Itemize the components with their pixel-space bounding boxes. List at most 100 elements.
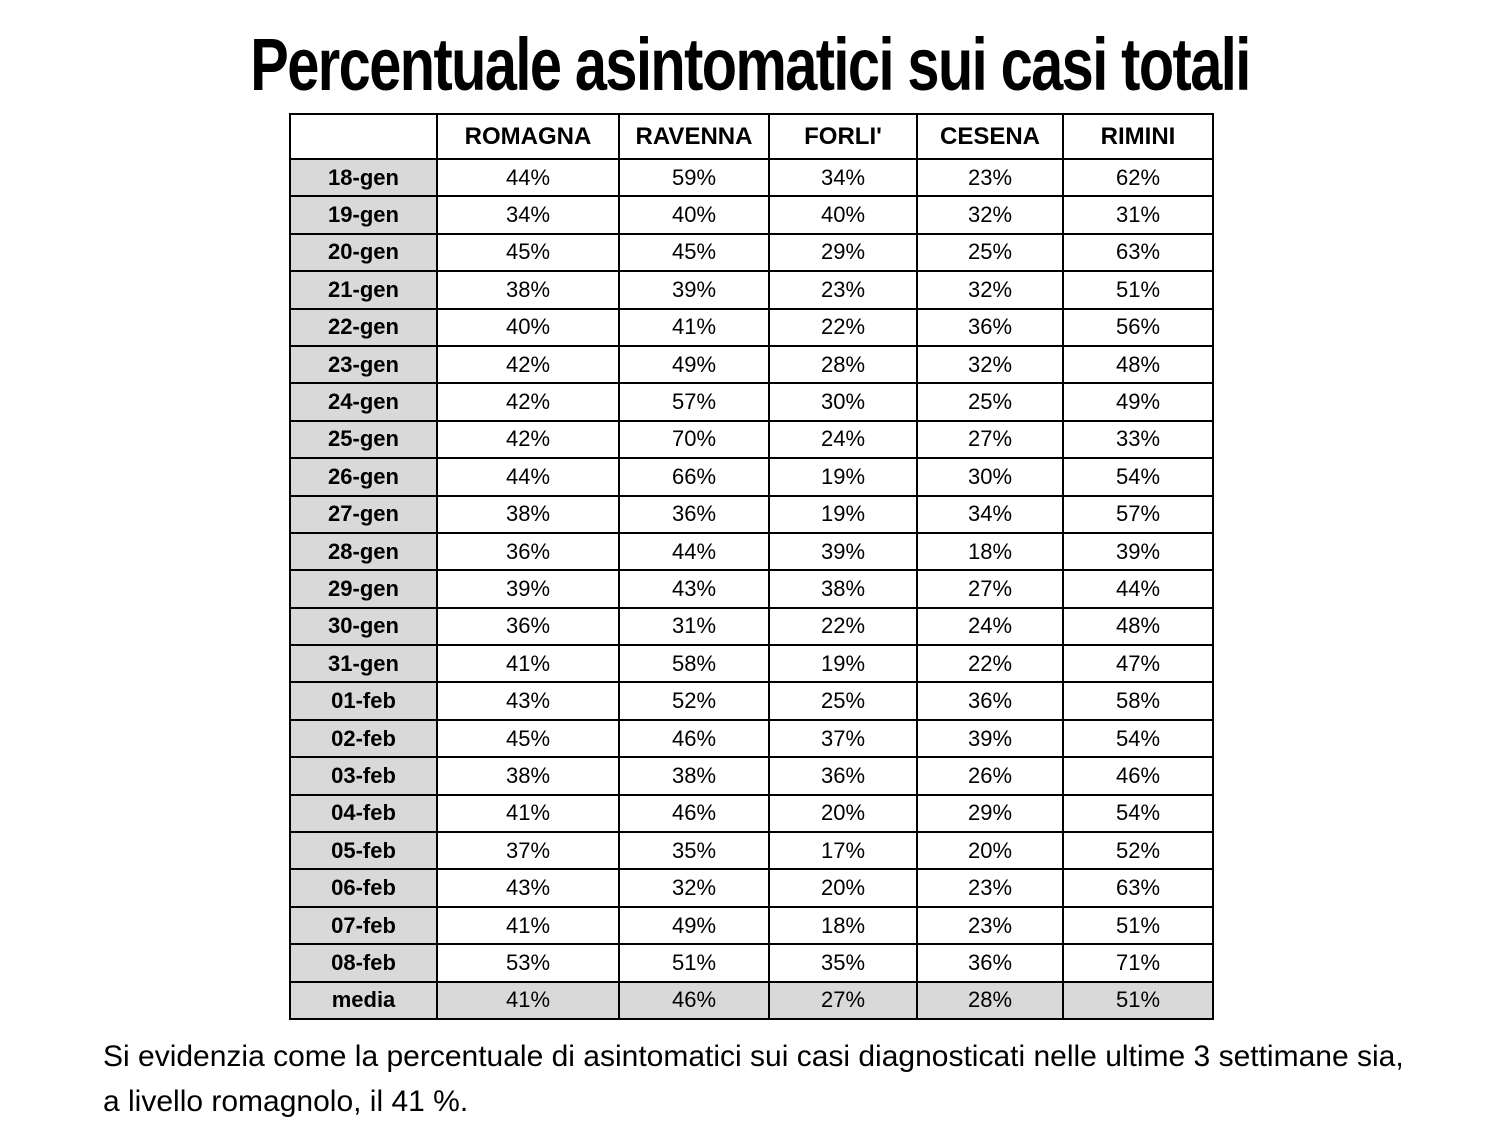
- table-cell: 42%: [436, 382, 620, 422]
- table-cell: 31%: [618, 606, 770, 647]
- column-header: FORLI': [768, 113, 918, 160]
- table-cell: 42%: [436, 344, 620, 385]
- table-cell: 57%: [618, 382, 770, 422]
- table-cell: 38%: [436, 494, 620, 534]
- row-label: 27-gen: [289, 494, 438, 534]
- table-cell: 36%: [436, 531, 620, 572]
- row-label: 02-feb: [289, 718, 438, 759]
- row-label: 07-feb: [289, 905, 438, 946]
- table-cell: 34%: [436, 195, 620, 235]
- row-label: 25-gen: [289, 419, 438, 460]
- table-cell: 40%: [768, 195, 918, 235]
- table-cell: 43%: [436, 868, 620, 908]
- table-cell: 17%: [768, 831, 918, 871]
- table-cell: 49%: [1062, 382, 1214, 422]
- table-cell: 44%: [618, 531, 770, 572]
- table-cell: 23%: [768, 270, 918, 310]
- table-cell: 29%: [768, 232, 918, 273]
- table-row: 27-gen 38% 36% 19% 34% 57%: [289, 494, 1214, 534]
- table-cell: 22%: [916, 644, 1064, 684]
- row-label: 01-feb: [289, 681, 438, 721]
- table-row: 25-gen 42% 70% 24% 27% 33%: [289, 419, 1214, 460]
- table-cell: 46%: [1062, 756, 1214, 796]
- table-cell: 52%: [618, 681, 770, 721]
- table-cell: 28%: [916, 980, 1064, 1020]
- table-cell: 41%: [436, 644, 620, 684]
- table-cell: 24%: [916, 606, 1064, 647]
- table-row: 28-gen 36% 44% 39% 18% 39%: [289, 531, 1214, 572]
- table-cell: 32%: [916, 195, 1064, 235]
- table-cell: 23%: [916, 868, 1064, 908]
- table-cell: 22%: [768, 606, 918, 647]
- table-row: 07-feb 41% 49% 18% 23% 51%: [289, 905, 1214, 946]
- column-header: CESENA: [916, 113, 1064, 160]
- table-cell: 30%: [768, 382, 918, 422]
- table-row: 21-gen 38% 39% 23% 32% 51%: [289, 270, 1214, 310]
- row-label: 26-gen: [289, 457, 438, 497]
- table-cell: 41%: [618, 307, 770, 347]
- table-cell: 20%: [916, 831, 1064, 871]
- row-label: 24-gen: [289, 382, 438, 422]
- row-label: 29-gen: [289, 569, 438, 609]
- table-cell: 48%: [1062, 344, 1214, 385]
- table-row: 18-gen 44% 59% 34% 23% 62%: [289, 157, 1214, 198]
- row-label: 08-feb: [289, 943, 438, 983]
- row-label: 03-feb: [289, 756, 438, 796]
- row-label: 30-gen: [289, 606, 438, 647]
- table-cell: 36%: [768, 756, 918, 796]
- table-row: 30-gen 36% 31% 22% 24% 48%: [289, 606, 1214, 647]
- table-cell: 54%: [1062, 793, 1214, 834]
- table-cell: 54%: [1062, 718, 1214, 759]
- table-cell: 62%: [1062, 157, 1214, 198]
- table-cell: 46%: [618, 793, 770, 834]
- table-cell: 39%: [768, 531, 918, 572]
- row-label: 18-gen: [289, 157, 438, 198]
- row-label: 31-gen: [289, 644, 438, 684]
- table-cell: 23%: [916, 157, 1064, 198]
- table-cell: 35%: [618, 831, 770, 871]
- table-cell: 37%: [436, 831, 620, 871]
- table-row: 03-feb 38% 38% 36% 26% 46%: [289, 756, 1214, 796]
- table-cell: 63%: [1062, 232, 1214, 273]
- table-cell: 39%: [1062, 531, 1214, 572]
- table-cell: 32%: [618, 868, 770, 908]
- table-cell: 28%: [768, 344, 918, 385]
- table-row: 20-gen 45% 45% 29% 25% 63%: [289, 232, 1214, 273]
- table-cell: 38%: [768, 569, 918, 609]
- column-header: ROMAGNA: [436, 113, 620, 160]
- table-row: 04-feb 41% 46% 20% 29% 54%: [289, 793, 1214, 834]
- table-cell: 25%: [916, 382, 1064, 422]
- asymptomatic-percentage-table: ROMAGNA RAVENNA FORLI' CESENA RIMINI 18-gen 4…: [289, 113, 1214, 1020]
- row-label: 23-gen: [289, 344, 438, 385]
- table-cell: 41%: [436, 905, 620, 946]
- table-cell: 39%: [618, 270, 770, 310]
- row-label: 06-feb: [289, 868, 438, 908]
- table-cell: 44%: [436, 157, 620, 198]
- table-cell: 34%: [768, 157, 918, 198]
- table-cell: 40%: [436, 307, 620, 347]
- table-cell: 40%: [618, 195, 770, 235]
- table-cell: 29%: [916, 793, 1064, 834]
- table-cell: 47%: [1062, 644, 1214, 684]
- table-cell: 19%: [768, 644, 918, 684]
- table-cell: 23%: [916, 905, 1064, 946]
- column-header: RAVENNA: [618, 113, 770, 160]
- table-cell: 54%: [1062, 457, 1214, 497]
- table-cell: 39%: [916, 718, 1064, 759]
- table-cell: 43%: [436, 681, 620, 721]
- table-body: 18-gen 44% 59% 34% 23% 62% 19-gen 34% 40% 40% 32% 3…: [289, 157, 1214, 1020]
- table-cell: 51%: [1062, 980, 1214, 1020]
- table-cell: 36%: [916, 681, 1064, 721]
- table-cell: 44%: [1062, 569, 1214, 609]
- table-cell: 36%: [916, 943, 1064, 983]
- table-cell: 20%: [768, 793, 918, 834]
- table-cell: 33%: [1062, 419, 1214, 460]
- table-cell: 49%: [618, 905, 770, 946]
- row-label: 28-gen: [289, 531, 438, 572]
- table-cell: 46%: [618, 718, 770, 759]
- table-row: 31-gen 41% 58% 19% 22% 47%: [289, 644, 1214, 684]
- table-header-row: ROMAGNA RAVENNA FORLI' CESENA RIMINI: [289, 113, 1214, 160]
- table-cell: 38%: [436, 270, 620, 310]
- table-row: 23-gen 42% 49% 28% 32% 48%: [289, 344, 1214, 385]
